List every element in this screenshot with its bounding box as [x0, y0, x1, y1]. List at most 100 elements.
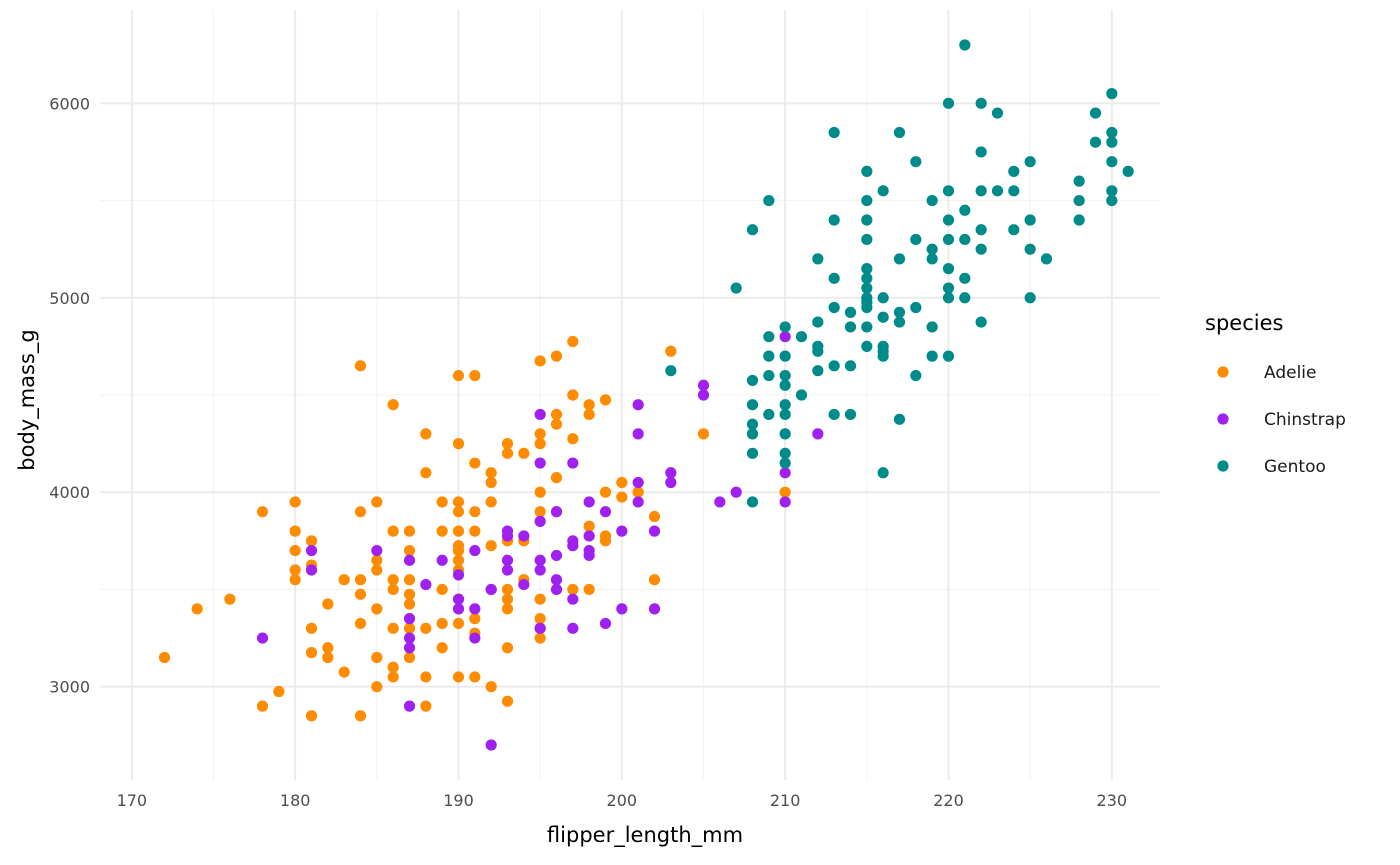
point-gentoo	[861, 301, 873, 314]
point-adelie	[518, 447, 530, 459]
point-chinstrap	[518, 578, 530, 591]
point-adelie	[371, 681, 383, 693]
point-adelie	[452, 671, 465, 683]
point-adelie	[338, 666, 350, 678]
point-gentoo	[1073, 194, 1085, 207]
point-adelie	[501, 695, 514, 707]
legend-key-gentoo	[1217, 460, 1229, 472]
point-adelie	[436, 642, 448, 654]
point-chinstrap	[501, 554, 514, 566]
point-gentoo	[1106, 156, 1118, 168]
point-adelie	[289, 496, 301, 508]
point-adelie	[289, 574, 301, 586]
point-chinstrap	[616, 603, 628, 615]
point-gentoo	[1106, 136, 1118, 148]
point-adelie	[289, 544, 301, 557]
point-gentoo	[926, 350, 938, 362]
point-adelie	[256, 506, 269, 518]
point-chinstrap	[550, 506, 563, 518]
point-chinstrap	[779, 496, 791, 508]
point-adelie	[403, 525, 416, 537]
point-gentoo	[763, 369, 775, 382]
point-chinstrap	[665, 467, 677, 479]
point-chinstrap	[648, 603, 661, 615]
point-chinstrap	[420, 578, 432, 591]
point-adelie	[371, 603, 383, 615]
point-gentoo	[746, 418, 759, 430]
point-chinstrap	[534, 564, 546, 576]
point-adelie	[534, 506, 546, 518]
point-chinstrap	[567, 622, 579, 634]
point-adelie	[583, 520, 595, 532]
point-adelie	[452, 496, 465, 508]
point-gentoo	[828, 301, 840, 314]
point-adelie	[501, 447, 514, 459]
point-adelie	[452, 438, 465, 450]
point-adelie	[501, 642, 514, 654]
point-adelie	[485, 496, 497, 508]
point-gentoo	[812, 365, 824, 377]
point-adelie	[534, 355, 546, 367]
point-gentoo	[861, 263, 873, 275]
point-gentoo	[877, 292, 889, 304]
point-adelie	[289, 564, 301, 576]
point-gentoo	[942, 350, 955, 362]
point-chinstrap	[583, 530, 595, 542]
legend: species Adelie Chinstrap Gentoo	[1205, 311, 1346, 477]
point-adelie	[371, 564, 383, 576]
point-gentoo	[844, 408, 857, 421]
point-adelie	[501, 438, 514, 450]
point-chinstrap	[665, 476, 677, 489]
point-chinstrap	[485, 583, 497, 596]
legend-label-gentoo: Gentoo	[1264, 457, 1326, 477]
point-chinstrap	[452, 569, 465, 581]
point-adelie	[599, 535, 612, 547]
point-adelie	[550, 408, 563, 421]
x-tick-label: 190	[443, 791, 474, 810]
point-gentoo	[975, 146, 987, 158]
point-chinstrap	[403, 554, 416, 566]
point-chinstrap	[534, 622, 546, 634]
point-gentoo	[746, 428, 759, 440]
point-gentoo	[779, 350, 791, 362]
point-gentoo	[779, 408, 791, 421]
y-tick-label: 3000	[49, 678, 90, 697]
point-gentoo	[910, 301, 922, 314]
point-gentoo	[1024, 243, 1036, 255]
point-chinstrap	[730, 486, 742, 498]
point-chinstrap	[485, 739, 497, 751]
point-adelie	[354, 360, 367, 372]
point-gentoo	[975, 224, 987, 236]
point-gentoo	[812, 253, 824, 265]
point-gentoo	[730, 282, 742, 294]
point-gentoo	[959, 292, 971, 304]
point-adelie	[387, 622, 399, 634]
point-adelie	[305, 647, 318, 659]
point-chinstrap	[436, 554, 448, 566]
point-adelie	[632, 486, 644, 498]
y-tick-label: 4000	[49, 483, 90, 502]
point-chinstrap	[403, 700, 416, 712]
point-adelie	[322, 642, 334, 654]
point-adelie	[452, 544, 465, 557]
legend-label-chinstrap: Chinstrap	[1264, 410, 1346, 430]
point-chinstrap	[256, 632, 269, 644]
point-adelie	[567, 433, 579, 445]
point-gentoo	[746, 374, 759, 387]
point-adelie	[452, 506, 465, 518]
point-adelie	[273, 685, 285, 698]
point-adelie	[648, 510, 661, 523]
point-adelie	[583, 408, 595, 421]
x-tick-label: 180	[280, 791, 311, 810]
point-adelie	[469, 525, 481, 537]
point-gentoo	[812, 345, 824, 357]
point-adelie	[697, 428, 710, 440]
point-chinstrap	[812, 428, 824, 440]
point-gentoo	[1089, 107, 1102, 119]
point-chinstrap	[534, 457, 546, 469]
point-gentoo	[828, 214, 840, 226]
point-gentoo	[828, 272, 840, 284]
legend-items: Adelie Chinstrap Gentoo	[1217, 363, 1346, 477]
point-adelie	[616, 491, 628, 503]
